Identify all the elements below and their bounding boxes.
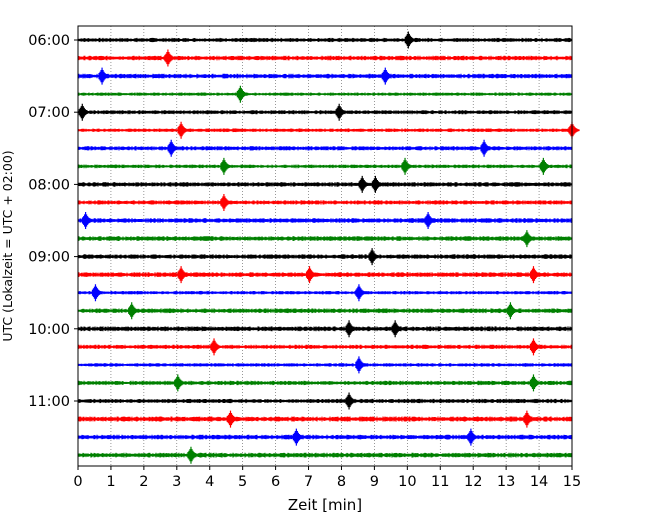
y-tick-label: 08:00 bbox=[28, 177, 70, 193]
event-spike bbox=[345, 392, 357, 410]
event-spike bbox=[401, 157, 413, 175]
event-spike bbox=[529, 374, 542, 392]
trace-0915 bbox=[77, 272, 573, 278]
trace-1130 bbox=[77, 434, 573, 440]
event-spike bbox=[220, 157, 232, 175]
trace-0930 bbox=[77, 290, 573, 295]
trace-layer bbox=[77, 31, 580, 464]
x-tick-label: 5 bbox=[238, 474, 247, 490]
event-spike bbox=[523, 410, 535, 428]
trace-1045 bbox=[77, 380, 573, 386]
event-spike bbox=[529, 266, 542, 284]
x-tick-label: 9 bbox=[370, 474, 379, 490]
x-tick-label: 15 bbox=[563, 474, 581, 490]
event-spike bbox=[226, 410, 239, 428]
y-tick-label: 11:00 bbox=[28, 394, 70, 410]
x-tick-label: 1 bbox=[106, 474, 115, 490]
event-spike bbox=[391, 320, 403, 338]
event-spike bbox=[355, 356, 367, 374]
trace-0845 bbox=[77, 236, 573, 241]
event-spike bbox=[167, 139, 179, 157]
trace-1100 bbox=[77, 398, 573, 404]
x-tick-label: 10 bbox=[398, 474, 416, 490]
trace-0945 bbox=[77, 308, 573, 314]
x-tick-label: 2 bbox=[139, 474, 148, 490]
x-tick-label: 12 bbox=[464, 474, 482, 490]
x-tick-label: 13 bbox=[497, 474, 515, 490]
x-tick-label: 4 bbox=[205, 474, 214, 490]
trace-1015 bbox=[77, 344, 573, 349]
event-spike bbox=[358, 175, 370, 193]
x-axis-label: Zeit [min] bbox=[288, 496, 362, 514]
event-spike bbox=[236, 85, 248, 103]
event-spike bbox=[506, 302, 519, 320]
trace-0800 bbox=[77, 182, 573, 187]
trace-0630 bbox=[77, 73, 573, 79]
trace-1115 bbox=[77, 416, 573, 422]
event-spike bbox=[220, 194, 232, 211]
event-spike bbox=[174, 374, 186, 392]
event-spike bbox=[529, 338, 542, 356]
plot-frame bbox=[77, 25, 573, 467]
x-tick-label: 8 bbox=[337, 474, 346, 490]
x-tick-label: 0 bbox=[73, 474, 82, 490]
trace-1145 bbox=[77, 452, 573, 458]
y-axis: 06:00 07:00 08:00 09:00 10:00 11:00 bbox=[28, 33, 78, 410]
event-spike bbox=[91, 284, 104, 302]
y-tick-label: 10:00 bbox=[28, 322, 70, 338]
event-spike bbox=[128, 302, 140, 320]
event-spike bbox=[523, 230, 535, 248]
event-spike bbox=[292, 428, 304, 446]
event-spike bbox=[177, 266, 189, 284]
trace-0615 bbox=[77, 55, 573, 61]
trace-0600 bbox=[77, 37, 573, 43]
trace-0700 bbox=[77, 110, 573, 115]
event-spike bbox=[164, 49, 176, 67]
y-axis-label: UTC (Lokalzeit = UTC + 02:00) bbox=[0, 150, 15, 341]
y-tick-label: 07:00 bbox=[28, 105, 70, 121]
trace-1000 bbox=[77, 326, 573, 332]
event-spike bbox=[467, 428, 479, 446]
x-tick-label: 6 bbox=[271, 474, 280, 490]
event-spike bbox=[78, 103, 90, 121]
event-spike bbox=[98, 67, 110, 85]
event-spike bbox=[81, 212, 94, 229]
event-spike bbox=[539, 157, 551, 175]
x-axis: 0 1 2 3 4 5 6 7 8 9 10 11 12 13 14 15 bbox=[73, 466, 581, 490]
x-tick-label: 11 bbox=[431, 474, 449, 490]
x-tick-label: 7 bbox=[304, 474, 313, 490]
event-spike bbox=[187, 446, 199, 464]
event-spike bbox=[371, 175, 383, 193]
x-tick-label: 14 bbox=[530, 474, 548, 490]
event-spike bbox=[355, 284, 367, 302]
trace-0900 bbox=[77, 254, 573, 259]
event-spike bbox=[568, 121, 580, 139]
trace-0730 bbox=[77, 146, 573, 151]
trace-0745 bbox=[77, 164, 573, 169]
y-tick-label: 06:00 bbox=[28, 33, 70, 49]
event-spike bbox=[381, 67, 393, 85]
event-spike bbox=[335, 103, 347, 121]
trace-0830 bbox=[77, 218, 573, 223]
trace-1030 bbox=[77, 363, 573, 367]
event-spike bbox=[305, 266, 318, 284]
trace-0715 bbox=[77, 128, 573, 133]
event-spike bbox=[424, 212, 436, 229]
event-spike bbox=[368, 248, 380, 266]
vertical-grid bbox=[110, 26, 540, 466]
event-spike bbox=[177, 121, 189, 139]
event-spike bbox=[480, 139, 492, 157]
y-tick-label: 09:00 bbox=[28, 250, 70, 266]
event-spike bbox=[345, 320, 357, 338]
trace-0815 bbox=[77, 200, 573, 205]
event-spike bbox=[404, 31, 416, 49]
trace-0645 bbox=[77, 92, 573, 96]
x-tick-label: 3 bbox=[172, 474, 181, 490]
event-spike bbox=[210, 338, 222, 356]
